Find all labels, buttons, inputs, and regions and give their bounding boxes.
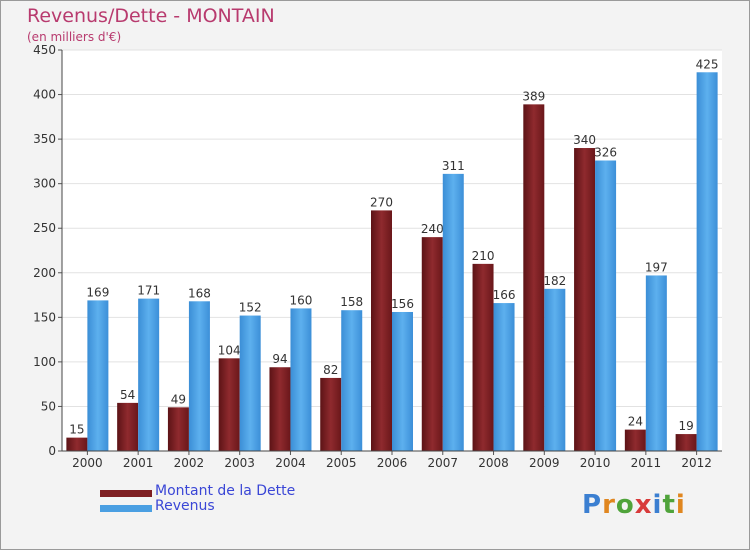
- chart-subtitle: (en milliers d'€): [27, 30, 122, 44]
- x-tick-label: 2012: [681, 456, 712, 470]
- y-tick-label: 50: [41, 399, 56, 413]
- bar-dette: [421, 237, 443, 451]
- logo-letter: r: [602, 490, 616, 520]
- logo-letter: t: [662, 490, 676, 520]
- data-label-dette: 15: [69, 423, 84, 437]
- bar-dette: [624, 429, 646, 451]
- y-tick-label: 350: [33, 132, 56, 146]
- y-tick-label: 150: [33, 310, 56, 324]
- data-label-dette: 19: [678, 419, 693, 433]
- y-tick-label: 0: [48, 444, 56, 458]
- x-tick-label: 2011: [631, 456, 662, 470]
- data-label-revenus: 326: [594, 145, 617, 159]
- data-label-revenus: 152: [239, 301, 262, 315]
- logo-letter: P: [582, 490, 603, 520]
- bar-dette: [218, 358, 240, 451]
- x-tick-label: 2003: [224, 456, 255, 470]
- x-tick-label: 2008: [478, 456, 509, 470]
- data-label-revenus: 425: [696, 57, 719, 71]
- bar-dette: [320, 377, 342, 451]
- bar-dette: [371, 210, 392, 451]
- data-label-revenus: 182: [543, 274, 566, 288]
- legend-label-dette: Montant de la Dette: [155, 483, 296, 499]
- bar-revenus: [392, 311, 413, 451]
- chart-title: Revenus/Dette - MONTAIN: [27, 5, 275, 27]
- bar-revenus: [645, 275, 667, 451]
- data-label-revenus: 169: [86, 285, 109, 299]
- legend-swatch-revenus: [100, 505, 152, 512]
- bar-revenus: [493, 303, 515, 451]
- x-tick-label: 2007: [427, 456, 458, 470]
- data-label-revenus: 311: [442, 159, 465, 173]
- bar-dette: [523, 104, 545, 451]
- data-label-dette: 240: [421, 222, 444, 236]
- data-label-dette: 104: [218, 343, 241, 357]
- bar-revenus: [290, 308, 312, 451]
- data-label-revenus: 171: [137, 284, 160, 298]
- y-tick-label: 250: [33, 221, 56, 235]
- bar-revenus: [696, 72, 718, 452]
- y-tick-label: 400: [33, 88, 56, 102]
- x-tick-label: 2001: [123, 456, 154, 470]
- bar-revenus: [544, 288, 566, 451]
- bar-revenus: [239, 315, 261, 451]
- bar-dette: [117, 402, 139, 451]
- bar-revenus: [138, 298, 160, 451]
- logo-letter: i: [652, 490, 663, 520]
- x-tick-label: 2006: [377, 456, 408, 470]
- data-label-revenus: 166: [493, 288, 516, 302]
- data-label-dette: 49: [171, 392, 186, 406]
- y-tick-label: 100: [33, 355, 56, 369]
- bar-dette: [472, 263, 494, 451]
- bar-revenus: [341, 310, 363, 451]
- data-label-dette: 24: [628, 415, 643, 429]
- bar-revenus: [87, 300, 109, 451]
- logo-letter: x: [634, 490, 653, 520]
- y-tick-label: 450: [33, 43, 56, 57]
- bar-dette: [675, 434, 697, 451]
- data-label-revenus: 168: [188, 286, 211, 300]
- bar-dette: [574, 148, 596, 451]
- bar-revenus: [595, 160, 617, 451]
- data-label-dette: 54: [120, 388, 135, 402]
- x-tick-label: 2004: [275, 456, 306, 470]
- data-label-dette: 270: [370, 195, 393, 209]
- data-label-revenus: 197: [645, 260, 668, 274]
- x-tick-label: 2000: [72, 456, 103, 470]
- data-label-revenus: 160: [290, 293, 313, 307]
- legend-label-revenus: Revenus: [155, 498, 215, 514]
- data-label-revenus: 156: [391, 297, 414, 311]
- data-label-dette: 94: [272, 352, 287, 366]
- bar-revenus: [442, 173, 464, 451]
- x-tick-label: 2005: [326, 456, 357, 470]
- bar-dette: [66, 437, 88, 451]
- y-tick-label: 200: [33, 266, 56, 280]
- y-tick-label: 300: [33, 177, 56, 191]
- x-tick-label: 2002: [174, 456, 205, 470]
- x-tick-label: 2010: [580, 456, 611, 470]
- data-label-dette: 210: [472, 249, 495, 263]
- data-label-dette: 340: [573, 133, 596, 147]
- data-label-dette: 389: [522, 89, 545, 103]
- legend-swatch-dette: [100, 490, 152, 497]
- data-label-dette: 82: [323, 363, 338, 377]
- bar-dette: [269, 367, 291, 451]
- bar-dette: [167, 407, 189, 451]
- proxiti-logo: Proxiti: [582, 490, 686, 520]
- bar-revenus: [188, 301, 210, 451]
- x-tick-label: 2009: [529, 456, 560, 470]
- data-label-revenus: 158: [340, 295, 363, 309]
- logo-letter: o: [615, 490, 635, 520]
- logo-letter: i: [675, 490, 686, 520]
